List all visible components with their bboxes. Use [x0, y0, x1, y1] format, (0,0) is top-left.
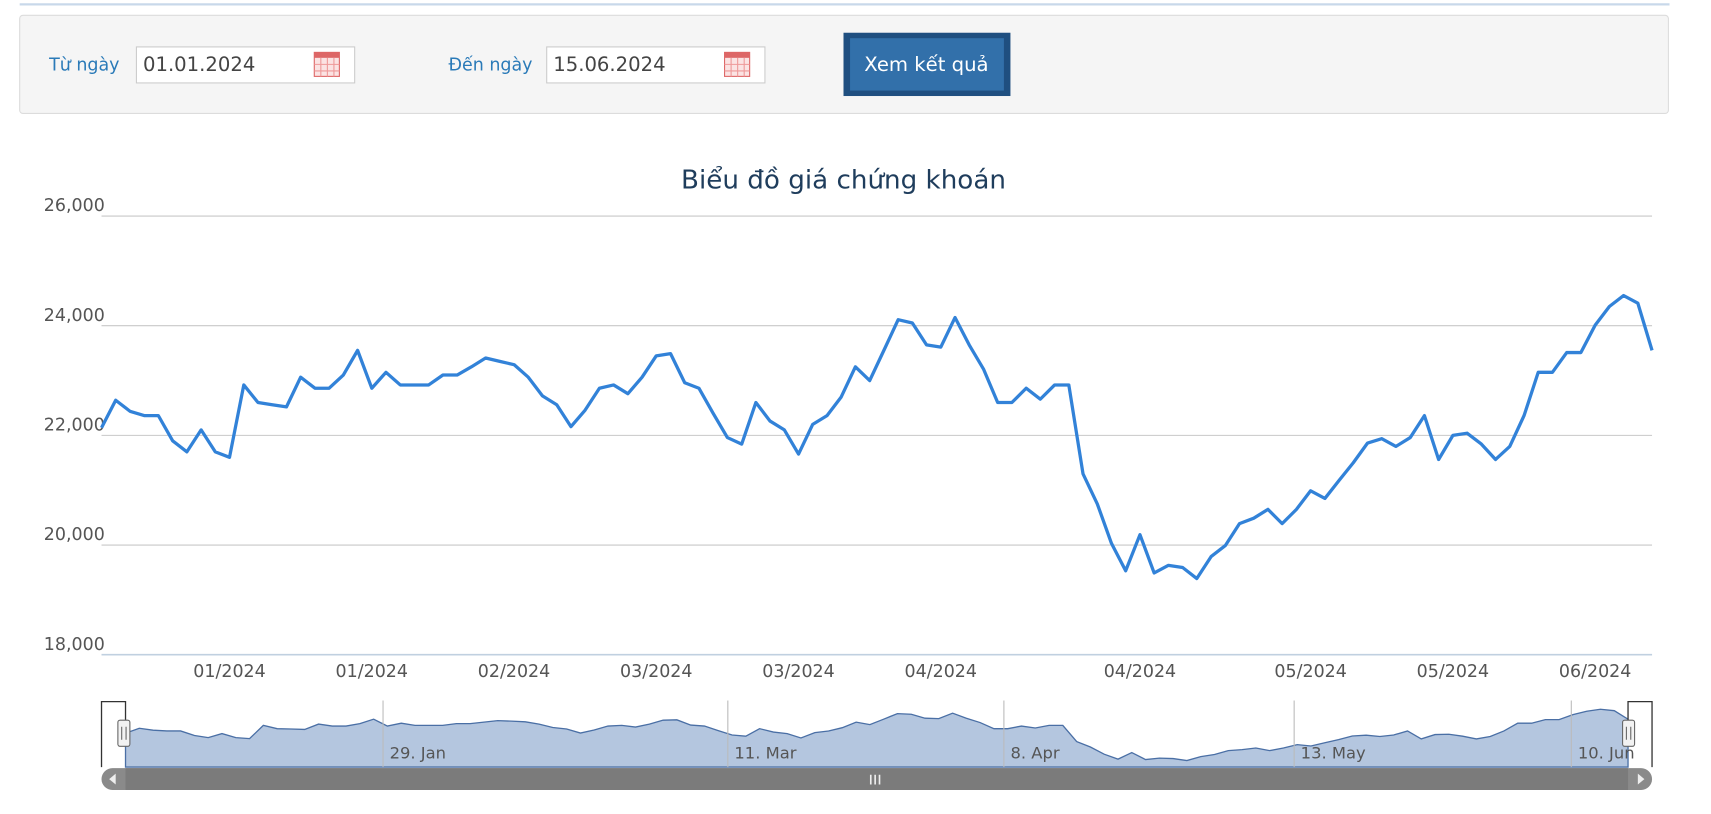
- handle-grip[interactable]: [1625, 726, 1632, 740]
- x-tick-label: 04/2024: [1104, 662, 1176, 682]
- handle-body[interactable]: [1622, 719, 1636, 747]
- y-tick-label: 24,000: [44, 306, 105, 326]
- y-tick-label: 18,000: [44, 635, 105, 655]
- from-input[interactable]: 01.01.2024: [135, 46, 356, 84]
- navigator-handle[interactable]: [117, 719, 131, 747]
- chart-title: Biểu đồ giá chứng khoán: [681, 165, 1006, 196]
- button-face[interactable]: [850, 38, 1004, 91]
- handle-body[interactable]: [117, 719, 131, 747]
- navigator-label: 11. Mar: [734, 743, 796, 762]
- calendar-icon[interactable]: [724, 51, 751, 77]
- x-tick-label: 02/2024: [478, 662, 550, 682]
- x-tick-label: 01/2024: [193, 662, 265, 682]
- to-value[interactable]: 15.06.2024: [553, 53, 665, 76]
- navigator-outline: [100, 700, 1653, 768]
- navigator-label: 10. Jun: [1578, 743, 1635, 762]
- submit-button[interactable]: Xem kết quả: [843, 32, 1011, 97]
- navigator-area: [124, 708, 1629, 768]
- navigator-label: 13. May: [1301, 743, 1366, 762]
- calendar-icon[interactable]: [313, 51, 340, 77]
- calendar-grid[interactable]: [314, 57, 340, 77]
- from-label: Từ ngày: [48, 55, 119, 75]
- y-tick-label: 26,000: [44, 196, 105, 216]
- plot: 18,000 20,000 22,000 24,000 26,000 01/2024 01/…: [44, 196, 1654, 790]
- x-tick-label: 03/2024: [620, 662, 692, 682]
- from-value[interactable]: 01.01.2024: [143, 53, 255, 76]
- navigator-label: 29. Jan: [390, 743, 446, 762]
- calendar-grid[interactable]: [724, 57, 750, 77]
- scroll-left-arrow[interactable]: [109, 773, 116, 785]
- to-input[interactable]: 15.06.2024: [546, 46, 766, 84]
- x-tick-label: 01/2024: [336, 662, 408, 682]
- x-tick-label: 06/2024: [1559, 662, 1631, 682]
- price-line: [100, 293, 1654, 581]
- to-label: Đến ngày: [449, 54, 533, 75]
- navigator-handle[interactable]: [1622, 719, 1636, 747]
- y-tick-label: 22,000: [44, 416, 105, 436]
- scroll-right-arrow[interactable]: [1637, 773, 1645, 785]
- x-tick-label: 04/2024: [905, 662, 977, 682]
- calendar-head[interactable]: [314, 52, 340, 58]
- navigator-label: 8. Apr: [1010, 743, 1059, 762]
- x-tick-label: 03/2024: [762, 662, 834, 682]
- scrollbar-thumb[interactable]: [125, 768, 1629, 790]
- x-tick-label: 05/2024: [1417, 662, 1489, 682]
- x-tick-label: 05/2024: [1274, 662, 1346, 682]
- calendar-head[interactable]: [724, 52, 750, 58]
- y-tick-label: 20,000: [44, 525, 105, 545]
- scrollbar[interactable]: [101, 768, 1653, 790]
- button-text[interactable]: Xem kết quả: [864, 53, 988, 76]
- scroll-grip[interactable]: [869, 774, 881, 785]
- handle-grip[interactable]: [121, 726, 127, 740]
